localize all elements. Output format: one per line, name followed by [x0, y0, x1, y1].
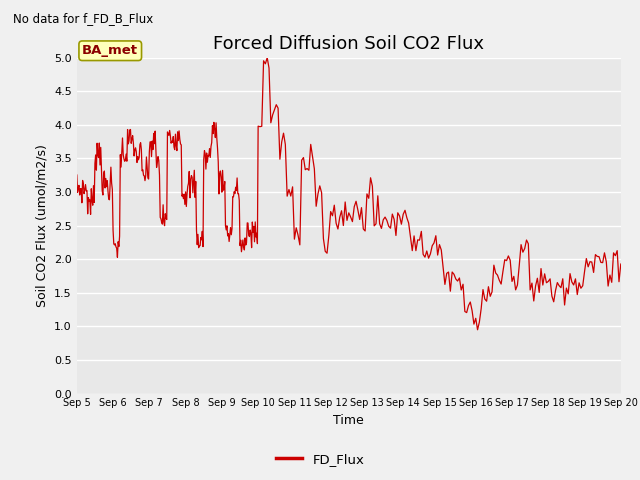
Title: Forced Diffusion Soil CO2 Flux: Forced Diffusion Soil CO2 Flux	[213, 35, 484, 53]
X-axis label: Time: Time	[333, 414, 364, 427]
Text: No data for f_FD_B_Flux: No data for f_FD_B_Flux	[13, 12, 153, 25]
Text: BA_met: BA_met	[82, 44, 138, 57]
Y-axis label: Soil CO2 Flux (umol/m2/s): Soil CO2 Flux (umol/m2/s)	[36, 144, 49, 307]
Legend: FD_Flux: FD_Flux	[270, 447, 370, 471]
